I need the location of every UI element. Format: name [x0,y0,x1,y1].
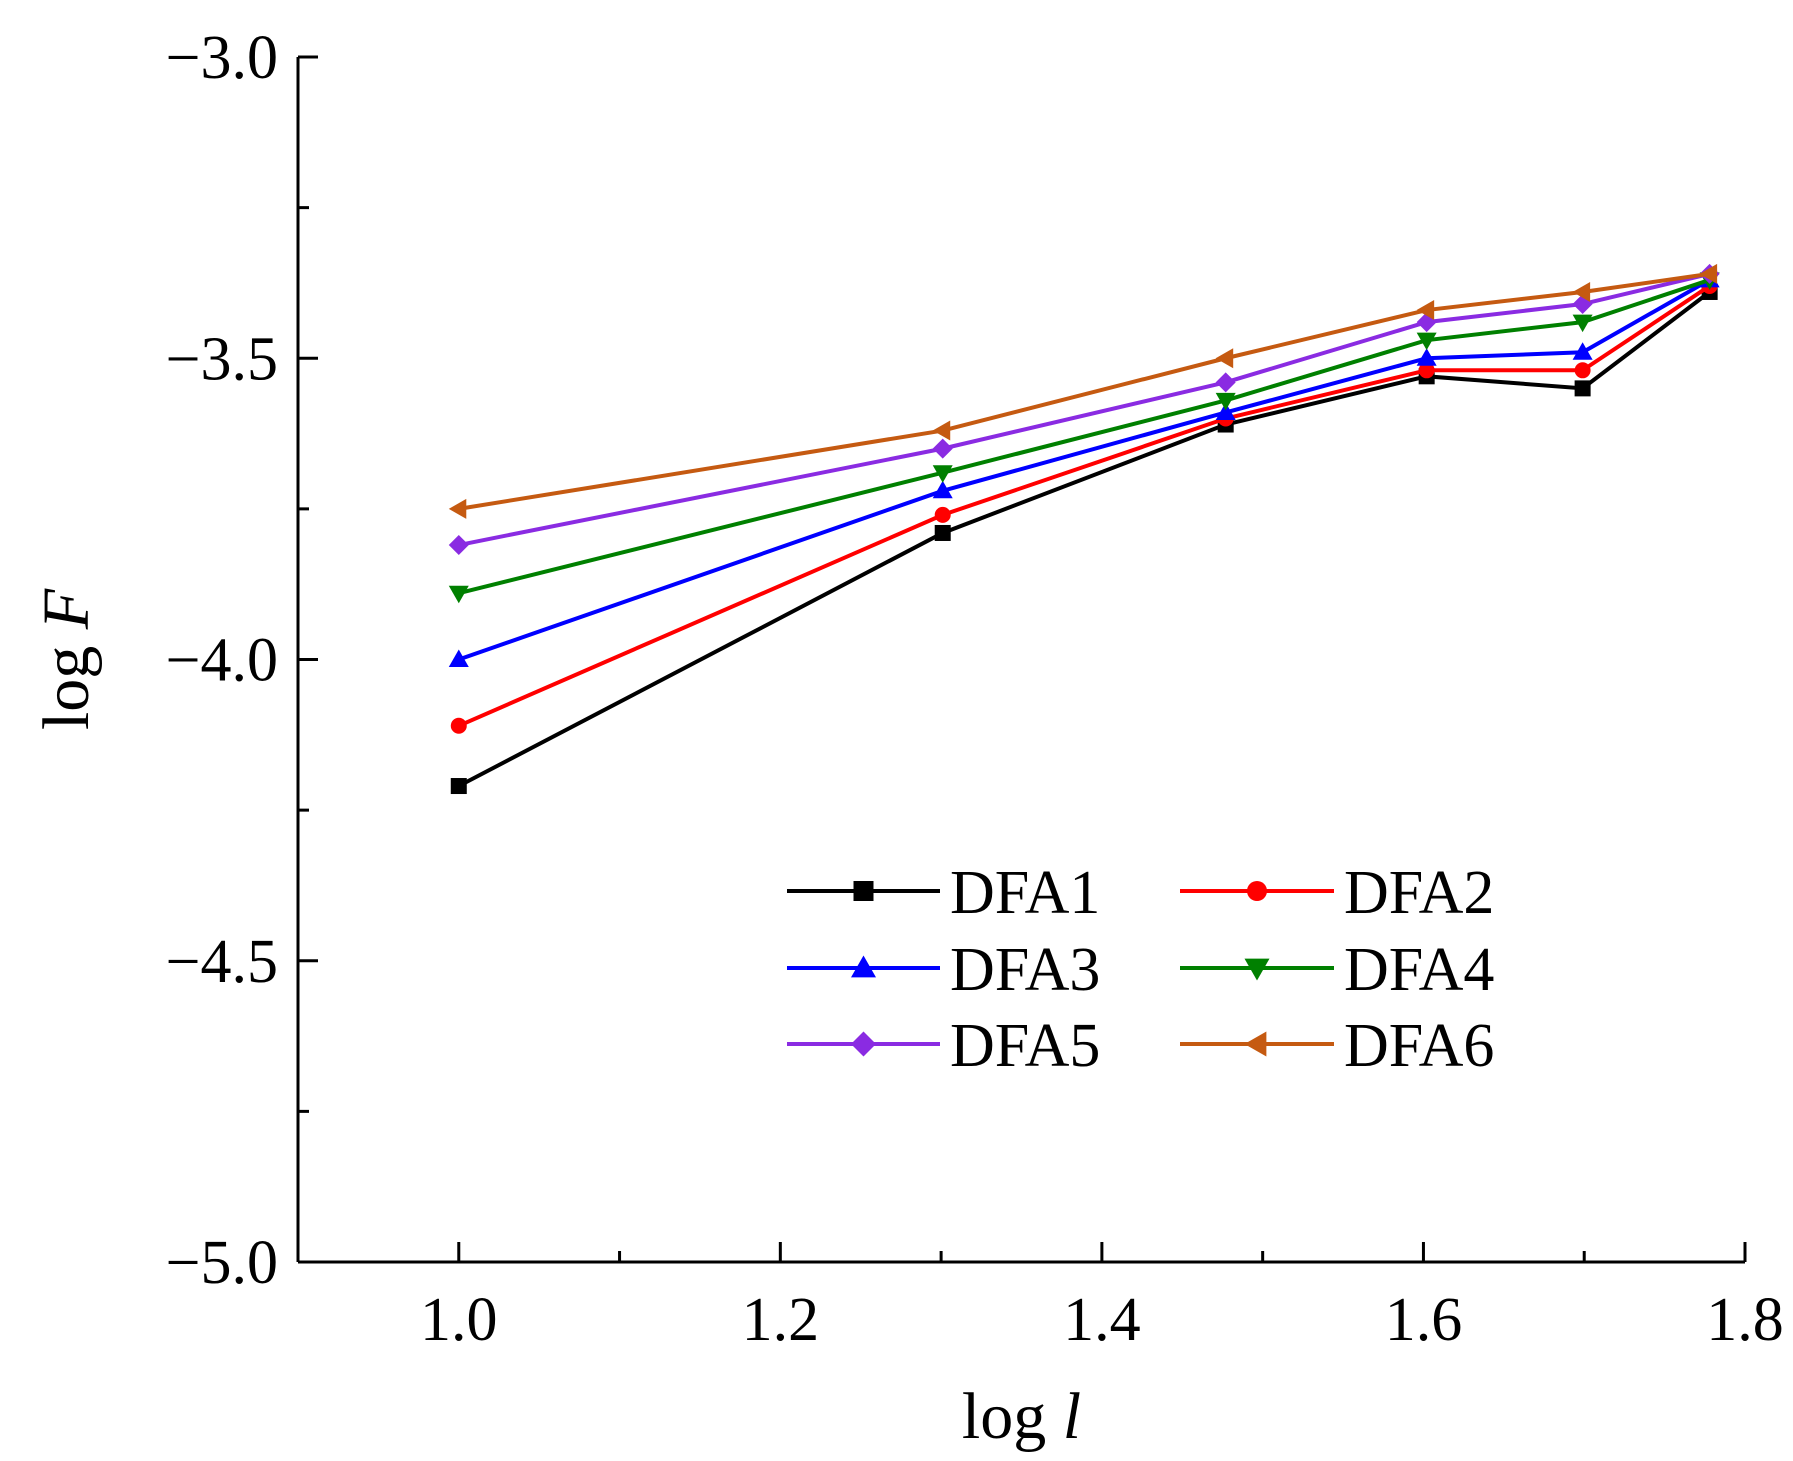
y-axis-title-var: F [30,588,103,630]
legend-item-dfa1: DFA1 [787,859,1100,927]
y-axis-title: log F [30,588,103,730]
series-dfa3 [448,269,1720,667]
legend-marker-dfa6 [1244,1031,1267,1057]
data-point-dfa3 [1572,342,1593,360]
legend-label-dfa6: DFA6 [1344,1012,1494,1080]
data-point-dfa6 [1215,348,1234,369]
series-dfa4 [448,272,1720,604]
series-line-dfa6 [458,271,1710,511]
axes-layer: −3.0 −3.5 −4.0 −4.5 −5.0 1.0 1.2 1.4 1.6 1.8 [166,24,1784,1354]
x-tick-label: 1.0 [420,1286,498,1354]
y-tick-label: −3.0 [166,24,278,92]
legend-label-dfa1: DFA1 [950,859,1100,927]
data-point-dfa6 [932,420,951,441]
legend-label-dfa5: DFA5 [950,1012,1100,1080]
y-tick-label: −5.0 [166,1229,278,1297]
series-layer [448,263,1720,795]
y-tick-label: −4.0 [166,627,278,695]
data-point-dfa6 [448,498,467,519]
legend-marker-dfa2 [1247,881,1267,901]
data-point-dfa1 [934,524,951,541]
data-point-dfa2 [450,717,467,734]
x-tick-label: 1.8 [1706,1286,1784,1354]
series-line-dfa4 [458,278,1711,596]
series-line-dfa2 [457,284,1711,728]
data-point-dfa4 [1215,392,1236,411]
legend-label-dfa3: DFA3 [950,936,1100,1004]
legend-marker-dfa4 [1244,958,1270,981]
legend-marker-dfa3 [851,955,876,978]
data-point-dfa3 [932,480,953,499]
legend: DFA1 DFA2 DFA3 DFA4 DFA5 DFA6 [787,859,1494,1080]
x-tick-label: 1.6 [1385,1286,1463,1354]
y-axis-title-prefix: log [30,629,103,730]
legend-item-dfa2: DFA2 [1180,859,1494,927]
data-point-dfa2 [934,506,951,523]
legend-marker-dfa5 [851,1031,876,1057]
x-axis-title: log l [962,1380,1081,1453]
data-point-dfa4 [1416,332,1437,351]
data-point-dfa5 [448,535,469,556]
data-point-dfa3 [1215,402,1236,420]
data-point-dfa1 [450,778,467,795]
series-line-dfa5 [458,271,1711,547]
legend-item-dfa6: DFA6 [1180,1012,1494,1080]
data-point-dfa3 [448,649,469,667]
legend-marker-dfa1 [853,881,874,901]
series-line-dfa1 [457,290,1711,788]
x-tick-label: 1.2 [742,1286,820,1354]
data-point-dfa4 [932,465,953,483]
data-point-dfa3 [1416,348,1437,366]
series-dfa2 [450,277,1718,734]
series-dfa1 [450,283,1718,795]
data-point-dfa6 [1416,300,1435,321]
series-line-dfa3 [458,278,1711,662]
data-point-dfa2 [1574,362,1591,379]
data-point-dfa6 [1572,281,1591,302]
data-point-dfa2 [1418,362,1435,379]
y-tick-label: −4.5 [166,928,278,996]
x-axis-title-var: l [1063,1380,1081,1453]
legend-item-dfa4: DFA4 [1180,936,1494,1004]
series-dfa5 [448,263,1720,556]
data-point-dfa6 [1699,263,1718,284]
series-dfa6 [448,263,1718,519]
legend-item-dfa5: DFA5 [787,1012,1100,1080]
data-point-dfa4 [448,585,469,604]
x-tick-label: 1.4 [1063,1286,1141,1354]
data-point-dfa5 [932,438,953,459]
data-point-dfa1 [1574,380,1591,397]
legend-item-dfa3: DFA3 [787,936,1100,1004]
data-point-dfa4 [1572,314,1593,333]
legend-label-dfa2: DFA2 [1344,859,1494,927]
legend-label-dfa4: DFA4 [1344,936,1494,1004]
x-axis-title-prefix: log [962,1380,1063,1453]
data-point-dfa5 [1215,372,1236,393]
y-tick-label: −3.5 [166,325,278,393]
